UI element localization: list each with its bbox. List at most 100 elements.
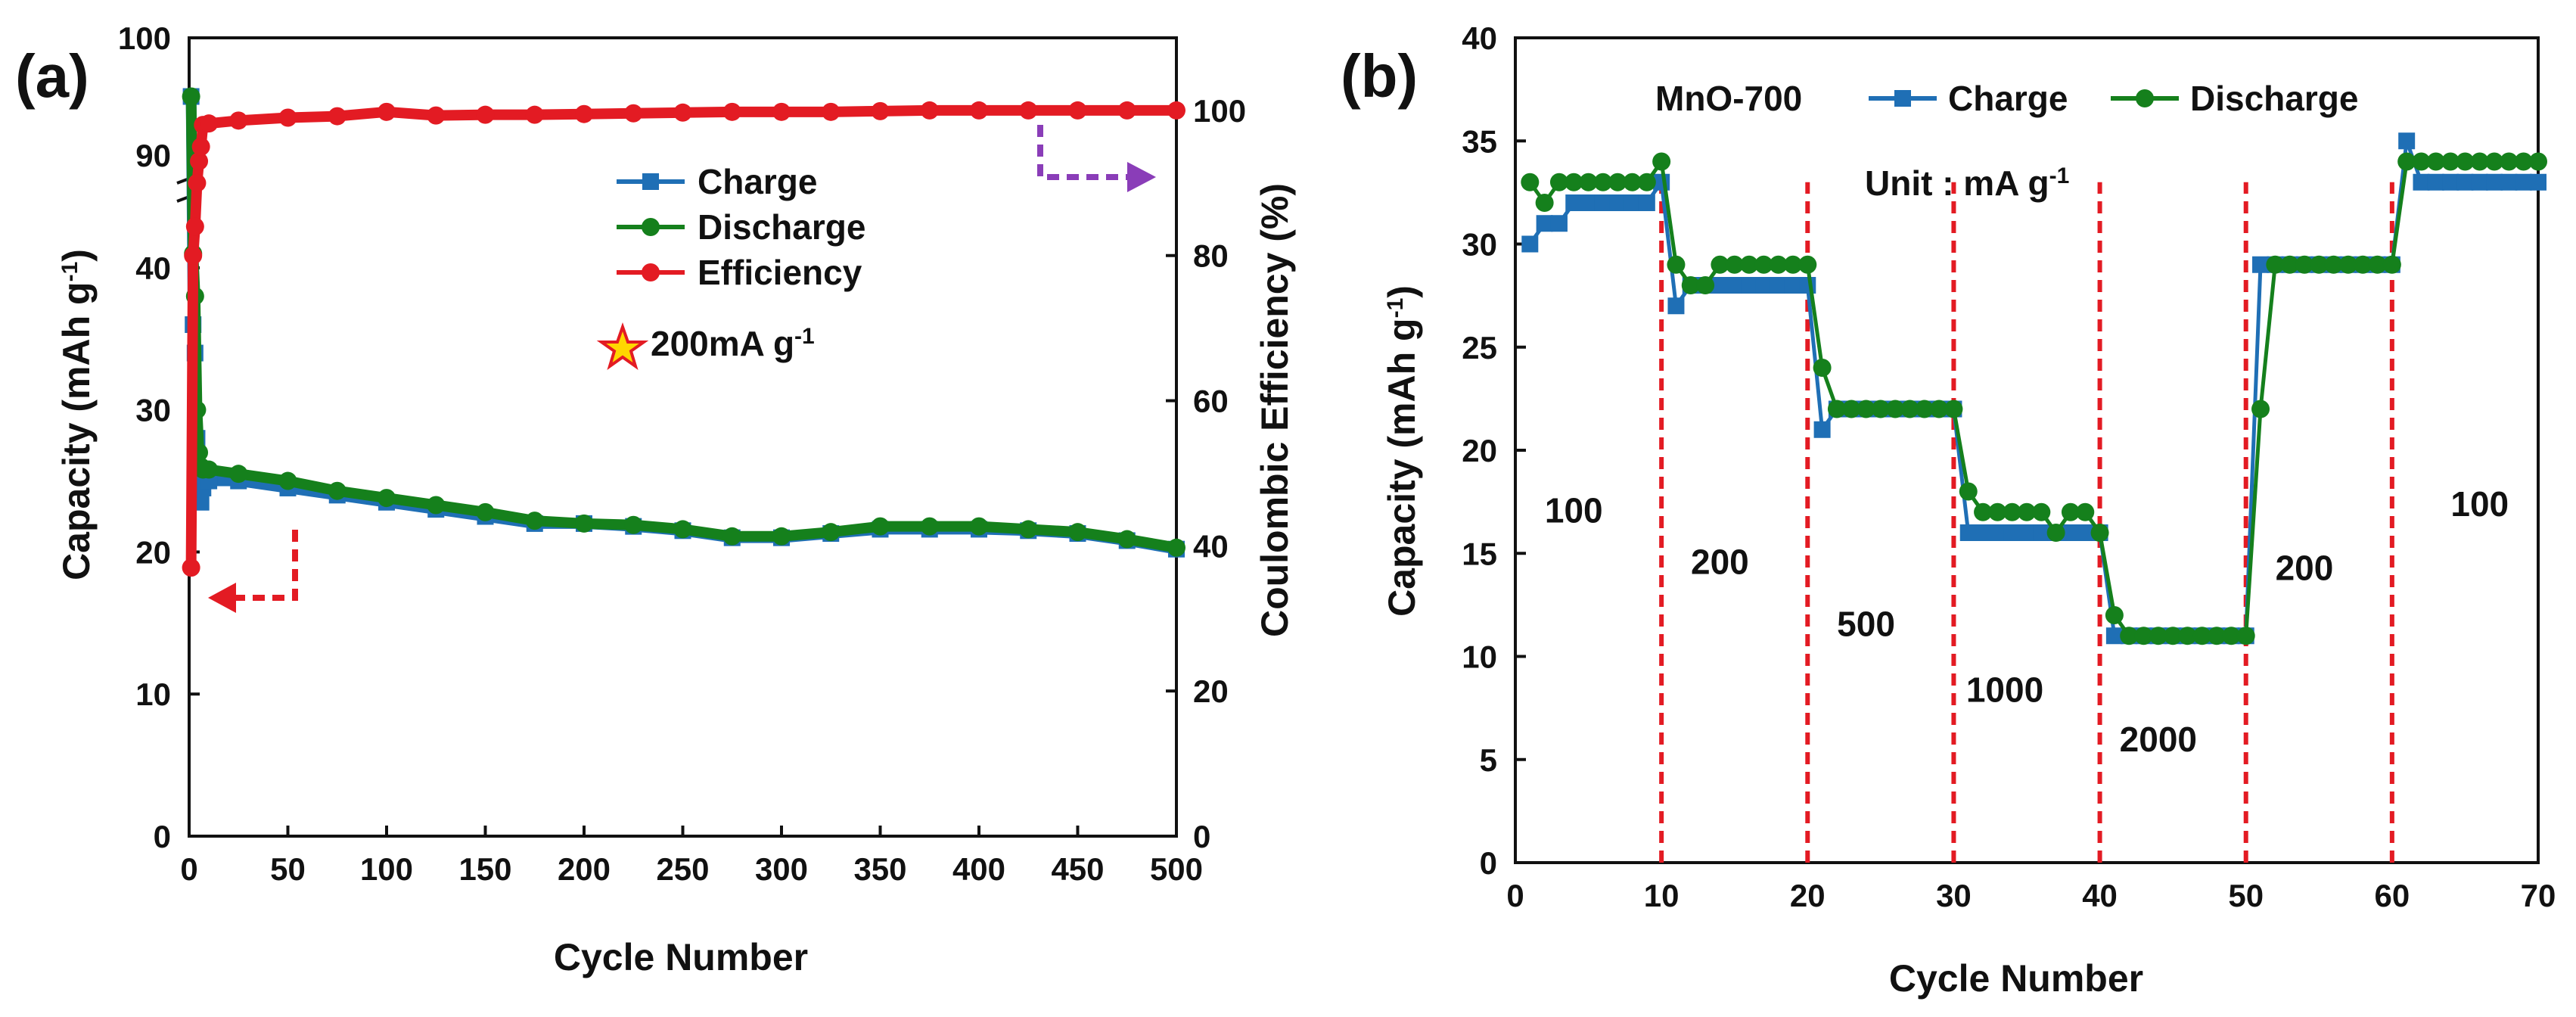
panel-a-x-tick-label: 50	[270, 851, 306, 887]
series-discharge-point	[2076, 502, 2095, 521]
series-discharge-point	[2105, 606, 2124, 624]
series-charge-point	[1624, 194, 1641, 211]
legend-marker	[1894, 90, 1911, 107]
series-discharge-point	[2354, 255, 2372, 274]
series-efficiency-point	[278, 108, 297, 127]
legend-label: Charge	[698, 162, 817, 201]
rate-label: 2000	[2120, 720, 2197, 759]
panel-b-y-tick-label: 10	[1462, 639, 1497, 675]
capacity-axis-arrow	[208, 530, 298, 613]
legend-marker	[2136, 89, 2154, 107]
panel-a-right-tick-label: 80	[1193, 238, 1229, 274]
series-charge-point	[1726, 277, 1743, 294]
series-charge-point	[1565, 194, 1583, 211]
series-charge-point	[1755, 277, 1773, 294]
series-discharge-point	[2397, 152, 2416, 171]
panel-a-x-tick-label: 300	[755, 851, 808, 887]
series-discharge-point	[2178, 627, 2197, 645]
panel-a-x-tick-label: 0	[180, 851, 197, 887]
panel-a-left-tick-label: 100	[118, 20, 171, 56]
series-charge-point	[1609, 194, 1627, 211]
series-discharge-point	[2018, 502, 2036, 521]
series-efficiency-point	[476, 105, 495, 124]
series-charge-point	[2486, 173, 2503, 191]
series-discharge-point	[2470, 152, 2489, 171]
series-charge-point	[2442, 173, 2459, 191]
series-efficiency-point	[871, 101, 890, 120]
series-charge-point	[1711, 277, 1729, 294]
series-efficiency-point	[772, 102, 791, 121]
series-discharge-point	[2090, 524, 2109, 542]
unit-label: Unit : mA g-1	[1865, 163, 2069, 204]
rate-label: 100	[1545, 490, 1603, 530]
panel-a-x-tick-label: 150	[458, 851, 511, 887]
series-discharge-point	[1769, 255, 1788, 274]
series-charge-point	[1638, 194, 1655, 211]
panel-a-axes: 0 50 100 150 200 250 300 350 400 450 5000102030409…	[118, 20, 1246, 887]
series-discharge-point	[2208, 627, 2226, 645]
rate-label: 500	[1837, 604, 1895, 643]
panel-b-x-tick-label: 50	[2228, 878, 2264, 913]
panel-b-y-axis-title-main: Capacity (mAh g	[1381, 318, 1423, 617]
series-discharge-point	[2236, 627, 2255, 645]
legend-item-charge: Charge	[617, 162, 817, 201]
panel-a-right-tick-label: 60	[1193, 384, 1229, 419]
series-discharge-point	[575, 514, 593, 533]
series-discharge-point	[1798, 255, 1817, 274]
series-charge-point	[2427, 173, 2444, 191]
panel-a-right-y-axis-title: Coulombic Efficiency (%)	[1254, 183, 1296, 637]
panel-b-x-tick-label: 60	[2374, 878, 2410, 913]
panel-a-x-tick-label: 250	[656, 851, 709, 887]
series-efficiency-point	[191, 137, 210, 156]
series-discharge-point	[2032, 502, 2051, 521]
series-discharge-point	[1754, 255, 1773, 274]
series-discharge-point	[1667, 255, 1686, 274]
current-density-label: 200mA g-1	[651, 324, 815, 364]
series-discharge-point	[1579, 173, 1598, 191]
panel-a-x-tick-label: 200	[558, 851, 611, 887]
series-discharge-point	[1974, 502, 1993, 521]
panel-a-left-tick-label: 40	[135, 250, 171, 286]
series-discharge-point	[328, 481, 346, 500]
series-discharge-point	[2280, 255, 2299, 274]
series-discharge-point	[2164, 627, 2183, 645]
series-efficiency-point	[427, 106, 446, 125]
current-density-annotation: 200mA g-1	[596, 322, 815, 370]
rate-label: 1000	[1966, 670, 2043, 709]
series-charge-point	[1536, 215, 1553, 232]
efficiency-axis-arrow-line	[1037, 125, 1127, 180]
series-discharge-point	[427, 496, 446, 515]
series-efficiency-point	[525, 105, 544, 124]
panel-a-right-tick-label: 40	[1193, 528, 1229, 564]
series-charge-point	[2471, 173, 2488, 191]
panel-b-axes: 0 10 20 30 40 50 60 70 0 5 10 15 20 25 30 35 40	[1462, 20, 2556, 913]
series-charge-point	[2456, 173, 2474, 191]
series-discharge-point	[2426, 152, 2445, 171]
series-charge-point	[1784, 277, 1801, 294]
panel-a-left-tick-label: 10	[135, 676, 171, 712]
series-charge-line	[185, 96, 1178, 555]
series-discharge-point	[1813, 359, 1832, 377]
panel-b-series	[1521, 132, 2547, 645]
series-discharge-point	[1740, 255, 1759, 274]
series-discharge-point	[2441, 152, 2460, 171]
panel-a-x-tick-label: 400	[952, 851, 1005, 887]
series-efficiency-point	[1167, 101, 1185, 120]
star-icon	[596, 322, 649, 370]
series-discharge-point	[772, 527, 791, 546]
panel-a-left-tick-label: 0	[154, 819, 171, 854]
panel-a-label: (a)	[15, 42, 89, 110]
series-discharge-point	[822, 523, 841, 542]
series-discharge-point	[2134, 627, 2153, 645]
legend-item-charge: Charge	[1869, 79, 2068, 118]
series-discharge-point	[1930, 400, 1949, 418]
legend-marker	[642, 263, 660, 281]
panel-a-left-tick-label: 30	[135, 393, 171, 428]
panel-a-x-axis-title: Cycle Number	[554, 936, 808, 978]
series-charge-point	[2077, 524, 2094, 541]
panel-a-series	[182, 87, 1185, 613]
series-charge-point	[1550, 215, 1568, 232]
series-discharge-point	[2295, 255, 2313, 274]
series-discharge-point	[1019, 520, 1038, 539]
